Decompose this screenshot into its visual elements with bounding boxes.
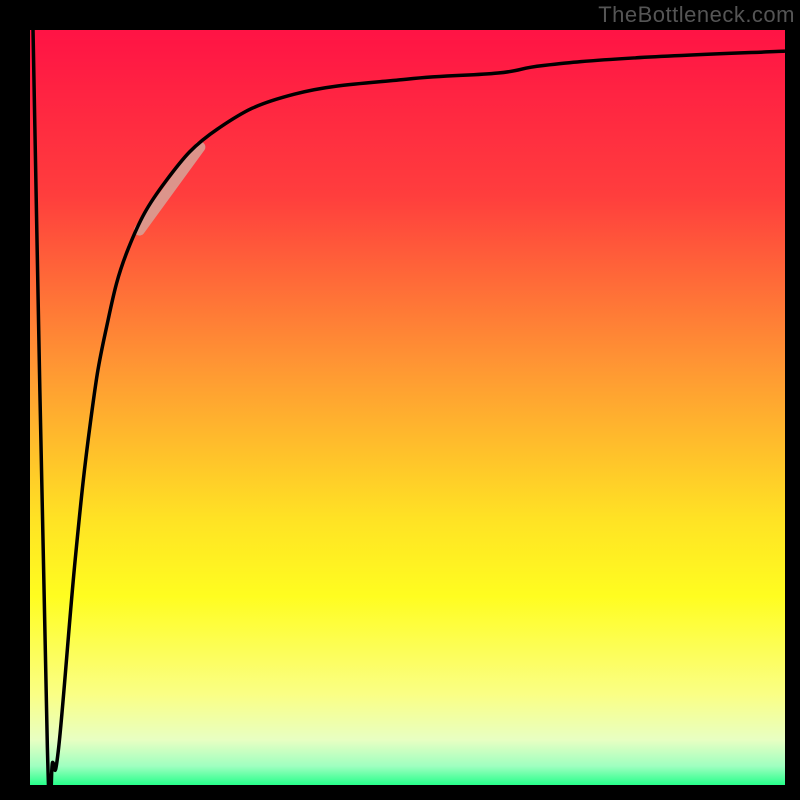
chart-svg-layer bbox=[30, 30, 785, 785]
highlight-segment bbox=[139, 147, 199, 230]
chart-plot-area bbox=[30, 30, 785, 785]
canvas-root: TheBottleneck.com bbox=[0, 0, 800, 800]
bottleneck-curve bbox=[33, 30, 785, 785]
watermark-label: TheBottleneck.com bbox=[598, 2, 795, 28]
